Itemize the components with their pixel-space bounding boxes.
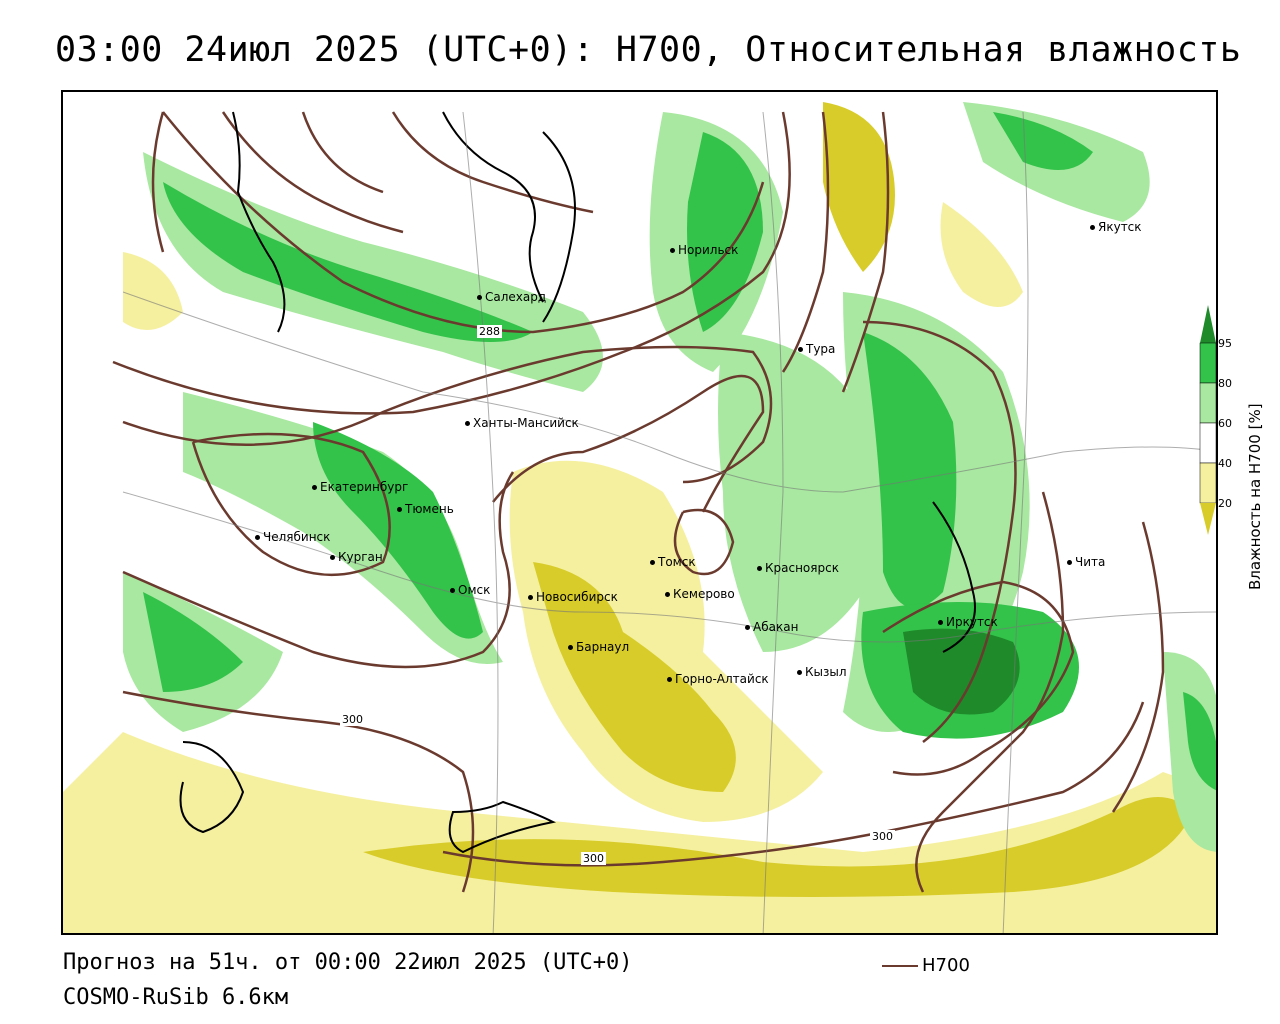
colorbar-title: Влажность на H700 [%] xyxy=(1246,403,1264,590)
city-marker-icon xyxy=(797,670,802,675)
contour-label: 300 xyxy=(340,713,365,726)
colorbar-tick: 60 xyxy=(1218,417,1232,430)
city-label: Иркутск xyxy=(938,615,998,629)
colorbar-tick: 40 xyxy=(1218,457,1232,470)
city-label: Красноярск xyxy=(757,561,839,575)
city-label: Тюмень xyxy=(397,502,454,516)
line-swatch-icon xyxy=(882,965,918,967)
legend-label: H700 xyxy=(922,955,970,976)
city-label: Томск xyxy=(650,555,696,569)
city-marker-icon xyxy=(568,645,573,650)
city-marker-icon xyxy=(465,421,470,426)
city-marker-icon xyxy=(1090,225,1095,230)
city-marker-icon xyxy=(650,560,655,565)
city-label: Абакан xyxy=(745,620,798,634)
city-label: Омск xyxy=(450,583,490,597)
colorbar-tick: 80 xyxy=(1218,377,1232,390)
city-marker-icon xyxy=(745,625,750,630)
city-marker-icon xyxy=(312,485,317,490)
city-marker-icon xyxy=(757,566,762,571)
city-label: Барнаул xyxy=(568,640,629,654)
city-marker-icon xyxy=(477,295,482,300)
city-label: Норильск xyxy=(670,243,738,257)
city-marker-icon xyxy=(665,592,670,597)
map-title: 03:00 24июл 2025 (UTC+0): H700, Относите… xyxy=(55,30,1242,70)
city-label: Кызыл xyxy=(797,665,847,679)
model-name: COSMO-RuSib 6.6км xyxy=(63,985,289,1010)
city-label: Салехард xyxy=(477,290,546,304)
city-marker-icon xyxy=(330,555,335,560)
map-area xyxy=(61,90,1218,935)
contour-label: 300 xyxy=(870,830,895,843)
colorbar-tick: 20 xyxy=(1218,497,1232,510)
city-marker-icon xyxy=(670,248,675,253)
city-marker-icon xyxy=(397,507,402,512)
city-label: Якутск xyxy=(1090,220,1142,234)
contour-label: 288 xyxy=(477,325,502,338)
city-marker-icon xyxy=(255,535,260,540)
colorbar: 95 80 60 40 20 xyxy=(1199,305,1232,535)
city-label: Кемерово xyxy=(665,587,735,601)
city-label: Чита xyxy=(1067,555,1105,569)
city-marker-icon xyxy=(938,620,943,625)
city-label: Новосибирск xyxy=(528,590,618,604)
city-label: Екатеринбург xyxy=(312,480,408,494)
colorbar-tick: 95 xyxy=(1218,337,1232,350)
city-label: Курган xyxy=(330,550,383,564)
forecast-info: Прогноз на 51ч. от 00:00 22июл 2025 (UTC… xyxy=(63,950,633,975)
city-marker-icon xyxy=(1067,560,1072,565)
contour-legend: H700 xyxy=(882,955,970,976)
city-label: Челябинск xyxy=(255,530,330,544)
city-marker-icon xyxy=(450,588,455,593)
city-label: Тура xyxy=(798,342,835,356)
city-marker-icon xyxy=(667,677,672,682)
city-marker-icon xyxy=(528,595,533,600)
contour-label: 300 xyxy=(581,852,606,865)
humidity-field xyxy=(63,102,1216,933)
city-marker-icon xyxy=(798,347,803,352)
city-label: Ханты-Мансийск xyxy=(465,416,579,430)
city-label: Горно-Алтайск xyxy=(667,672,769,686)
